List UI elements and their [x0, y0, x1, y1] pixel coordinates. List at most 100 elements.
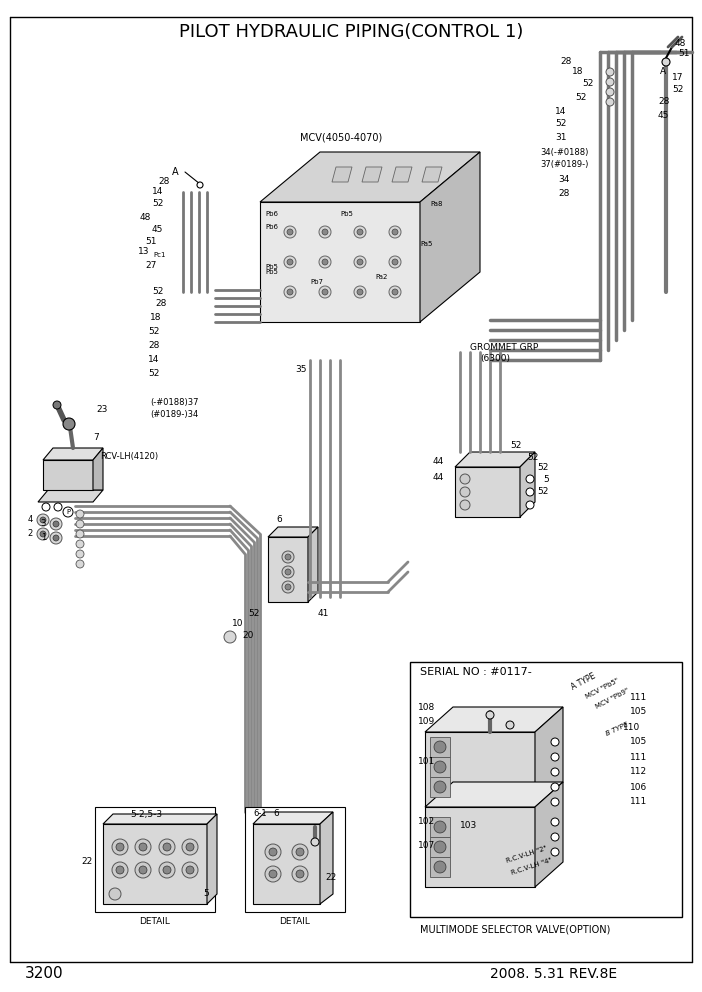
- Bar: [430, 817, 450, 837]
- Text: 6: 6: [273, 809, 279, 818]
- Polygon shape: [422, 167, 442, 182]
- Circle shape: [292, 844, 308, 860]
- Text: 31: 31: [555, 133, 567, 142]
- Circle shape: [265, 844, 281, 860]
- Circle shape: [135, 839, 151, 855]
- Polygon shape: [455, 467, 520, 517]
- Circle shape: [319, 226, 331, 238]
- Circle shape: [357, 229, 363, 235]
- Text: MULTIMODE SELECTOR VALVE(OPTION): MULTIMODE SELECTOR VALVE(OPTION): [420, 924, 610, 934]
- Text: MCV(4050-4070): MCV(4050-4070): [300, 132, 383, 142]
- Circle shape: [76, 520, 84, 528]
- Circle shape: [116, 843, 124, 851]
- Text: 52: 52: [537, 487, 548, 497]
- Text: 41: 41: [318, 609, 329, 618]
- Text: 52: 52: [555, 119, 567, 129]
- Text: 28: 28: [658, 97, 670, 106]
- Text: 34(-#0188): 34(-#0188): [540, 148, 588, 157]
- Circle shape: [606, 78, 614, 86]
- Bar: [95, 807, 215, 912]
- Circle shape: [606, 68, 614, 76]
- Circle shape: [116, 866, 124, 874]
- Circle shape: [322, 289, 328, 295]
- Text: 52: 52: [537, 462, 548, 471]
- Text: 28: 28: [560, 58, 571, 66]
- Polygon shape: [268, 527, 318, 537]
- Circle shape: [53, 535, 59, 541]
- Circle shape: [163, 843, 171, 851]
- Circle shape: [551, 768, 559, 776]
- Circle shape: [354, 286, 366, 298]
- Text: 105: 105: [630, 707, 647, 716]
- Bar: [430, 737, 450, 757]
- Circle shape: [434, 841, 446, 853]
- Circle shape: [322, 229, 328, 235]
- Circle shape: [159, 839, 175, 855]
- Text: SERIAL NO : #0117-: SERIAL NO : #0117-: [420, 667, 531, 677]
- Polygon shape: [362, 167, 382, 182]
- Circle shape: [357, 289, 363, 295]
- Polygon shape: [425, 782, 563, 807]
- Circle shape: [282, 581, 294, 593]
- Circle shape: [392, 229, 398, 235]
- Circle shape: [159, 862, 175, 878]
- Text: A: A: [660, 67, 666, 76]
- Bar: [410, 662, 682, 917]
- Text: (#0189-)34: (#0189-)34: [150, 410, 198, 419]
- Polygon shape: [535, 782, 563, 887]
- Circle shape: [40, 517, 46, 523]
- Text: 3200: 3200: [25, 966, 64, 981]
- Circle shape: [37, 528, 49, 540]
- Text: MCV "Pb9": MCV "Pb9": [595, 687, 630, 710]
- Circle shape: [434, 861, 446, 873]
- Polygon shape: [268, 537, 308, 602]
- Bar: [245, 807, 345, 912]
- Text: 51: 51: [145, 237, 157, 246]
- Text: 18: 18: [572, 67, 583, 76]
- Text: MCV "Pb5": MCV "Pb5": [585, 678, 621, 700]
- Circle shape: [526, 475, 534, 483]
- Text: RCV-LH(4120): RCV-LH(4120): [100, 452, 158, 461]
- Circle shape: [265, 866, 281, 882]
- Text: 110: 110: [623, 722, 640, 731]
- Circle shape: [42, 503, 50, 511]
- Text: 103: 103: [460, 820, 477, 829]
- Circle shape: [186, 843, 194, 851]
- Polygon shape: [535, 707, 563, 807]
- Text: 44: 44: [433, 472, 444, 481]
- Circle shape: [434, 781, 446, 793]
- Circle shape: [551, 738, 559, 746]
- Polygon shape: [43, 448, 103, 460]
- Circle shape: [392, 289, 398, 295]
- Text: 108: 108: [418, 702, 435, 711]
- Circle shape: [285, 569, 291, 575]
- Text: 106: 106: [630, 783, 647, 792]
- Text: 1: 1: [41, 534, 46, 543]
- Circle shape: [606, 98, 614, 106]
- Polygon shape: [103, 824, 207, 904]
- Polygon shape: [253, 812, 333, 824]
- Circle shape: [53, 521, 59, 527]
- Circle shape: [551, 818, 559, 826]
- Polygon shape: [260, 202, 420, 322]
- Polygon shape: [455, 452, 535, 467]
- Circle shape: [551, 783, 559, 791]
- Circle shape: [434, 761, 446, 773]
- Circle shape: [460, 474, 470, 484]
- Circle shape: [460, 500, 470, 510]
- Text: DETAIL: DETAIL: [279, 918, 310, 927]
- Circle shape: [63, 418, 75, 430]
- Circle shape: [606, 88, 614, 96]
- Circle shape: [163, 866, 171, 874]
- Text: 5: 5: [543, 474, 549, 483]
- Text: Pb5: Pb5: [265, 269, 278, 275]
- Text: 112: 112: [630, 768, 647, 777]
- Circle shape: [389, 226, 401, 238]
- Text: 27: 27: [145, 262, 157, 271]
- Text: Pb5: Pb5: [265, 264, 278, 270]
- Text: (6300): (6300): [480, 354, 510, 363]
- Circle shape: [460, 487, 470, 497]
- Circle shape: [139, 843, 147, 851]
- Text: 52: 52: [148, 369, 159, 379]
- Text: 6: 6: [276, 516, 282, 525]
